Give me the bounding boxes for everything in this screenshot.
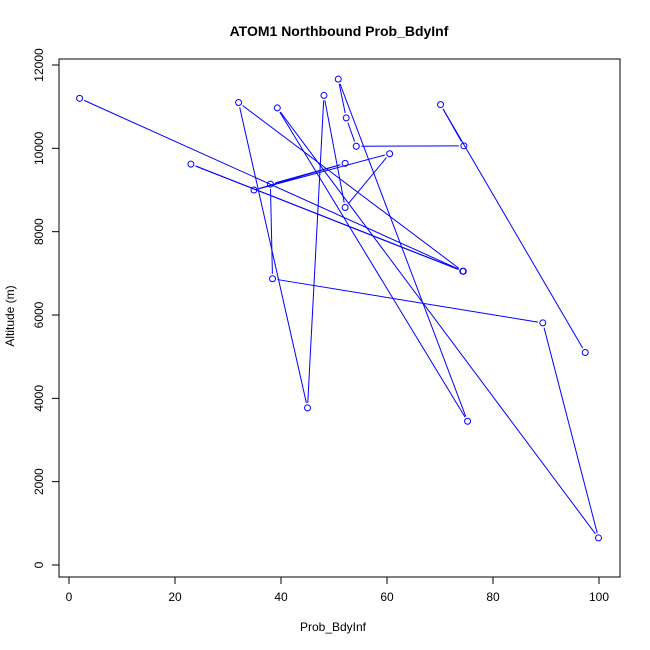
series-segment — [279, 111, 466, 418]
series-segment — [347, 157, 387, 204]
y-axis-label: Altitude (m) — [3, 285, 17, 346]
series-segment — [279, 111, 596, 535]
series-segment — [324, 100, 345, 203]
data-point — [342, 114, 350, 122]
data-point — [464, 417, 472, 425]
x-tick-label: 100 — [589, 590, 609, 604]
series-segment — [277, 279, 538, 323]
series-points — [76, 75, 602, 542]
x-tick-label: 0 — [66, 590, 73, 604]
series-segment — [338, 83, 346, 114]
data-point — [581, 349, 589, 356]
data-point — [352, 142, 360, 150]
data-point — [437, 101, 445, 109]
data-point — [76, 94, 84, 102]
y-tick-label: 8000 — [32, 218, 46, 245]
x-tick-label: 80 — [486, 590, 500, 604]
data-point — [266, 180, 274, 188]
data-point — [304, 404, 311, 412]
series-segment — [543, 327, 598, 534]
series-segment — [270, 189, 273, 274]
x-tick-label: 40 — [274, 590, 288, 604]
series-segment — [339, 83, 467, 417]
data-point — [386, 150, 394, 158]
data-point — [273, 104, 281, 112]
plot-frame — [58, 58, 621, 578]
y-tick-label: 4000 — [32, 385, 46, 412]
data-point — [334, 75, 342, 83]
series-segment — [347, 122, 356, 142]
series-segment — [442, 108, 584, 349]
y-tick-label: 0 — [32, 561, 46, 568]
x-tick-label: 20 — [168, 590, 182, 604]
data-point — [235, 99, 243, 106]
series-segment — [242, 105, 460, 269]
data-point — [320, 91, 328, 99]
x-axis: 0 20 40 60 80 100 — [66, 576, 609, 604]
data-point — [594, 534, 602, 542]
series-line — [83, 83, 598, 535]
data-point — [341, 204, 349, 211]
y-axis: 0 2000 4000 6000 8000 10000 12000 — [32, 48, 60, 568]
series-segment — [275, 164, 341, 184]
data-point — [341, 159, 349, 167]
series-segment — [258, 154, 385, 190]
series-segment — [307, 100, 325, 403]
series-segment — [239, 107, 307, 404]
x-axis-label: Prob_BdyInf — [300, 620, 367, 634]
chart-title: ATOM1 Northbound Prob_BdyInf — [230, 23, 449, 39]
data-point — [187, 160, 195, 168]
x-tick-label: 60 — [380, 590, 394, 604]
data-point — [459, 267, 467, 275]
y-tick-label: 6000 — [32, 301, 46, 328]
y-tick-label: 10000 — [32, 131, 46, 165]
data-point — [460, 142, 468, 150]
data-point — [539, 319, 547, 327]
series-segment — [195, 165, 459, 270]
data-point — [250, 186, 258, 194]
y-tick-label: 12000 — [32, 48, 46, 82]
y-tick-label: 2000 — [32, 468, 46, 495]
data-point — [269, 275, 277, 283]
